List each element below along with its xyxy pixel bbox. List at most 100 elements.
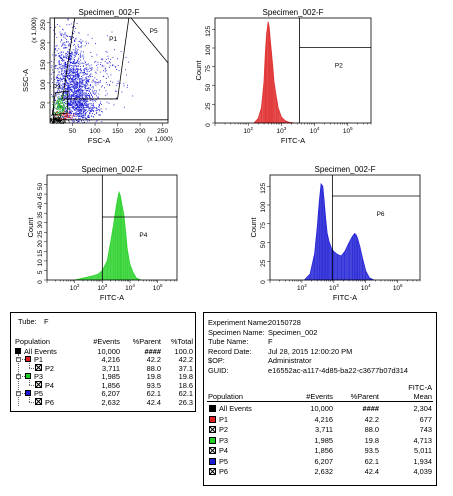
scatter-point — [80, 92, 82, 94]
row-parent: 19.8 — [364, 435, 379, 445]
scatter-point — [73, 75, 74, 76]
scatter-point — [81, 113, 83, 115]
scatter-point — [57, 116, 59, 118]
scatter-point — [72, 85, 74, 87]
x-axis-label: FITC-A — [281, 136, 305, 145]
scatter-point — [86, 79, 88, 81]
scatter-point — [71, 84, 73, 86]
scatter-point — [79, 63, 81, 65]
scatter-point — [52, 82, 53, 83]
scatter-point — [85, 69, 87, 70]
scatter-point — [74, 86, 75, 88]
x-tick-label: 103 — [97, 283, 107, 292]
scatter-point — [60, 118, 61, 120]
scatter-point — [63, 107, 64, 109]
scatter-point — [83, 99, 85, 100]
scatter-point — [52, 121, 54, 123]
scatter-point — [54, 116, 56, 118]
scatter-point — [55, 54, 57, 56]
scatter-point — [68, 105, 70, 107]
scatter-point — [67, 76, 68, 78]
scatter-point — [94, 114, 96, 115]
scatter-point — [58, 104, 60, 106]
scatter-point — [60, 97, 62, 99]
scatter-point — [71, 111, 73, 112]
field-label: $OP: — [208, 356, 225, 365]
scatter-point — [71, 120, 73, 122]
scatter-point — [76, 102, 78, 104]
scatter-point — [94, 93, 96, 95]
scatter-point — [59, 31, 61, 33]
scatter-point — [74, 75, 75, 77]
scatter-point — [67, 75, 68, 77]
scatter-point — [83, 115, 84, 116]
scatter-point — [61, 110, 63, 112]
scatter-point — [71, 86, 73, 88]
scatter-point — [64, 108, 66, 109]
scatter-point — [77, 78, 79, 80]
scatter-point — [73, 86, 75, 88]
scatter-point — [79, 100, 81, 102]
scatter-point — [86, 94, 88, 95]
scatter-point — [55, 82, 57, 84]
scatter-point — [68, 86, 70, 87]
scatter-point — [82, 111, 84, 113]
scatter-point — [64, 97, 66, 99]
scatter-point — [79, 81, 81, 83]
collapse-toggle[interactable]: − — [16, 373, 21, 379]
scatter-point — [84, 94, 86, 96]
y-tick-label: 50 — [40, 101, 47, 109]
scatter-point — [82, 83, 84, 85]
scatter-point — [82, 93, 84, 95]
scatter-point — [83, 100, 85, 102]
scatter-point — [85, 110, 86, 112]
scatter-point — [69, 68, 71, 70]
scatter-point — [72, 82, 74, 83]
scatter-point — [80, 87, 82, 89]
collapse-toggle[interactable]: − — [16, 356, 21, 362]
scatter-point — [87, 103, 88, 105]
scatter-point — [80, 106, 82, 108]
scatter-point — [84, 84, 85, 86]
collapse-toggle[interactable]: − — [16, 390, 21, 396]
scatter-point — [66, 115, 68, 117]
scatter-point — [77, 97, 78, 99]
row-name: All Events — [219, 404, 252, 413]
row-parent: 62.1 — [146, 389, 161, 398]
scatter-point — [84, 72, 86, 74]
scatter-point — [83, 56, 85, 58]
scatter-point — [64, 102, 65, 103]
scatter-point — [59, 84, 61, 86]
scatter-point — [85, 105, 87, 107]
scatter-point — [78, 100, 79, 102]
all-events-swatch — [15, 348, 21, 354]
scatter-point — [106, 35, 108, 37]
scatter-point — [73, 99, 75, 101]
scatter-point — [70, 54, 72, 56]
scatter-point — [78, 85, 80, 87]
scatter-point — [74, 97, 76, 99]
scatter-point — [76, 94, 77, 96]
scatter-point — [59, 86, 61, 88]
scatter-point — [76, 101, 78, 103]
scatter-point — [61, 100, 62, 101]
scatter-point — [67, 107, 69, 109]
scatter-point — [56, 78, 58, 79]
scatter-point — [79, 82, 80, 84]
scatter-point — [51, 118, 53, 120]
scatter-point — [75, 51, 77, 53]
scatter-point — [68, 90, 70, 92]
scatter-point — [55, 55, 57, 57]
scatter-point — [78, 110, 80, 112]
scatter-point — [81, 108, 83, 110]
scatter-point — [58, 107, 60, 109]
scatter-point — [59, 100, 61, 102]
scatter-point — [51, 114, 52, 116]
scatter-point — [78, 92, 80, 94]
scatter-point — [70, 55, 72, 57]
scatter-point — [85, 113, 87, 115]
scatter-point — [64, 66, 66, 67]
scatter-point — [81, 83, 83, 85]
scatter-point — [80, 39, 82, 41]
